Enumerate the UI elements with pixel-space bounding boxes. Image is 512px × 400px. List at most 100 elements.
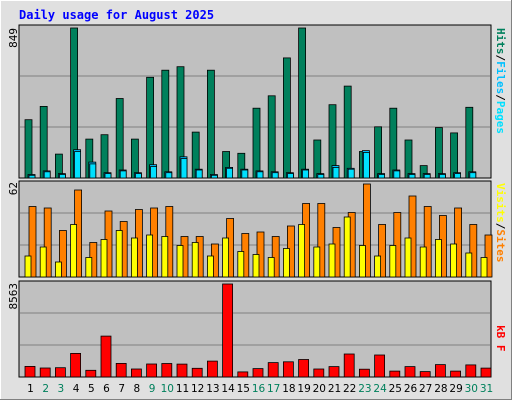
x-tick-label: 23 [358,383,371,395]
x-tick-label: 13 [206,383,219,395]
visits-bar [374,255,382,278]
legend-pages: Pages [494,101,507,134]
hits-bar [313,139,322,179]
x-tick-label: 1 [27,383,34,395]
pages-bar [469,172,477,179]
pages-bar [362,151,370,179]
visits-bar [480,257,488,278]
visits-bar [252,254,260,278]
x-tick-label: 20 [313,383,326,395]
hits-bar [404,139,413,179]
pages-bar [165,172,173,179]
kbytes-bar [267,362,279,378]
hits-bar [206,69,215,179]
pages-bar [43,171,51,179]
x-tick-label: 28 [434,383,447,395]
visits-bar [328,243,336,278]
hits-panel-legend: Hits/Files/Pages [494,28,507,134]
x-tick-label: 17 [267,383,280,395]
kbytes-bar [100,335,112,378]
hits-bar [374,126,383,179]
legend-separator: / [494,223,507,230]
legend-kbytes: kB F [494,325,507,352]
pages-bar [180,158,188,179]
hits-bar [252,107,261,179]
hits-bar [298,27,307,179]
visits-bar [100,239,108,278]
visits-bar [358,245,366,278]
visits-bar [267,257,275,278]
kbytes-panel-ymax-label: 8563 [7,283,20,310]
visits-bar [191,242,199,278]
x-tick-label: 27 [419,383,432,395]
x-tick-label: 3 [58,383,65,395]
kbytes-bar [85,369,97,378]
kbytes-bar [161,363,173,378]
x-tick-label: 14 [221,383,235,395]
kbytes-bar [191,367,203,378]
hits-bar [465,106,474,179]
pages-bar [438,174,446,179]
legend-visits: Visits [494,183,507,223]
legend-separator: / [494,94,507,101]
kbytes-bar [419,371,431,378]
visits-bar [206,255,214,278]
x-tick-label: 24 [373,383,387,395]
hits-bar [343,85,352,179]
sites-bar [454,207,463,278]
pages-bar [150,166,158,179]
hits-bar [389,107,398,179]
pages-bar [317,174,325,179]
pages-bar [104,173,112,179]
kbytes-bar [176,363,188,378]
visits-panel-ymax-label: 62 [7,182,20,195]
x-tick-label: 10 [161,383,174,395]
pages-bar [28,174,36,179]
x-tick-label: 15 [237,383,250,395]
pages-bar [256,171,264,179]
sites-bar [28,206,37,278]
hits-bar [282,57,291,179]
sites-bar [378,224,387,278]
visits-bar [115,230,123,278]
kbytes-bar [358,368,370,378]
sites-bar [469,224,478,278]
bar-marks [24,27,493,378]
kbytes-panel-legend: kB F [494,325,507,352]
x-tick-label: 19 [297,383,310,395]
pages-bar [423,174,431,179]
visits-bar [85,257,93,278]
pages-bar [347,168,355,179]
kbytes-bar [222,283,234,378]
visits-bar [237,251,245,278]
sites-bar [423,206,432,278]
visits-bar [24,255,32,278]
sites-bar [59,230,67,278]
x-tick-label: 12 [191,383,204,395]
x-tick-label: 31 [480,383,493,395]
hits-bar [39,106,48,179]
pages-bar [74,151,81,179]
sites-bar [484,234,493,278]
x-tick-label: 2 [42,383,49,395]
kbytes-bar [252,368,264,378]
visits-bar [55,261,62,278]
x-tick-label: 29 [449,383,462,395]
visits-bar [450,243,458,278]
kbytes-bar [115,362,127,378]
legend-files: Files [494,61,507,94]
hits-bar [434,127,443,179]
pages-bar [210,174,218,179]
kbytes-bar [480,367,492,378]
hits-panel-ymax-label: 849 [7,28,20,48]
pages-bar [286,173,294,179]
sites-bar [271,236,280,278]
kbytes-bar [465,364,477,378]
visits-bar [343,216,351,278]
visits-bar [313,246,321,278]
visits-bar [434,239,442,278]
x-tick-label: 21 [328,383,341,395]
x-tick-label: 7 [118,383,125,395]
pages-bar [408,174,416,179]
